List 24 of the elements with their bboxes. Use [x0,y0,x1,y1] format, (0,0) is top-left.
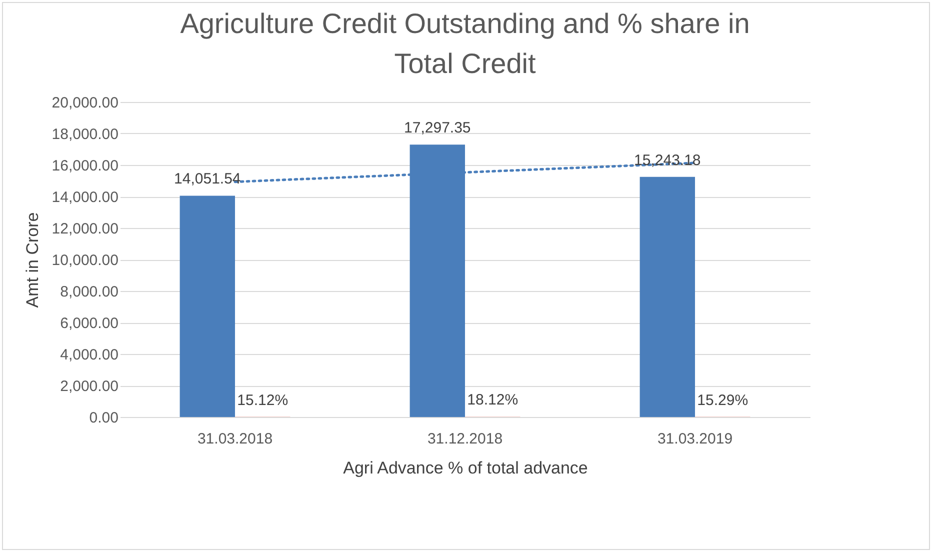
y-tick-label: 10,000.00 [52,252,118,269]
bar [180,196,235,417]
chart-title: Agriculture Credit Outstanding and % share in Total Credit [180,8,750,79]
y-tick-label: 16,000.00 [52,158,118,174]
data-label: 17,297.35 [404,120,471,137]
bar [640,176,695,417]
x-tick-label: 31.12.2018 [427,430,503,448]
y-axis-title: Amt in Crore [22,212,42,308]
x-tick-label: 31.03.2019 [657,430,733,448]
y-tick-label: 0.00 [89,410,118,426]
data-label: 15.29% [697,392,748,409]
y-tick-label: 18,000.00 [52,126,118,143]
data-label: 14,051.54 [174,170,241,188]
y-tick-label: 8,000.00 [60,284,118,300]
x-axis-title: Agri Advance % of total advance [343,458,588,478]
data-label: 15.12% [237,392,288,409]
y-tick-label: 14,000.00 [52,189,118,206]
y-tick-label: 20,000.00 [52,94,118,112]
x-tick-label: 31.03.2018 [197,430,273,448]
y-tick-label: 6,000.00 [60,315,118,332]
y-tick-label: 2,000.00 [60,378,118,395]
y-tick-label: 12,000.00 [52,220,118,238]
y-tick-label: 4,000.00 [60,346,118,364]
data-label: 18.12% [467,392,518,409]
